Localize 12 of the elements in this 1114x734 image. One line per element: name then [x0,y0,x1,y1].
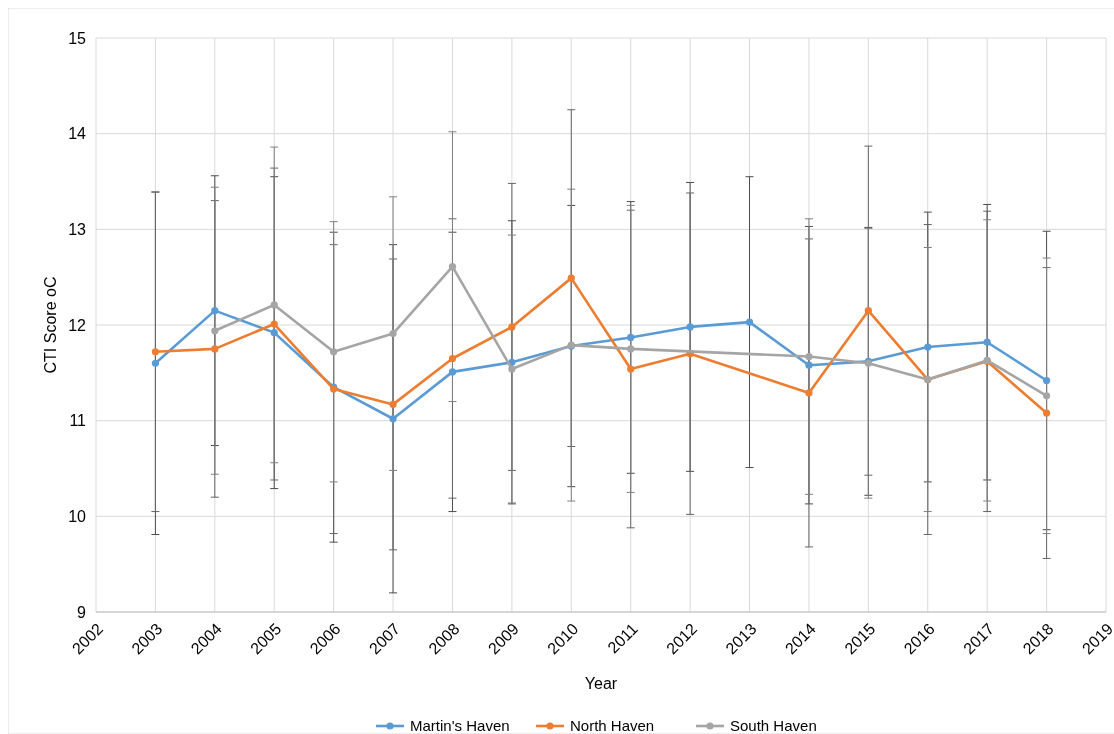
y-tick-label: 11 [69,412,87,430]
legend-label: North Haven [570,717,655,734]
y-axis-title: CTI Score oC [42,276,59,374]
y-tick-label: 15 [68,29,87,47]
y-tick-label: 14 [68,125,87,143]
y-tick-label: 10 [68,507,87,525]
y-tick-label: 12 [68,316,87,334]
legend-label: South Haven [730,717,817,734]
legend-label: Martin's Haven [410,717,510,734]
y-tick-label: 9 [77,603,87,621]
y-tick-label: 13 [68,220,87,238]
x-axis-title: Year [584,675,618,692]
